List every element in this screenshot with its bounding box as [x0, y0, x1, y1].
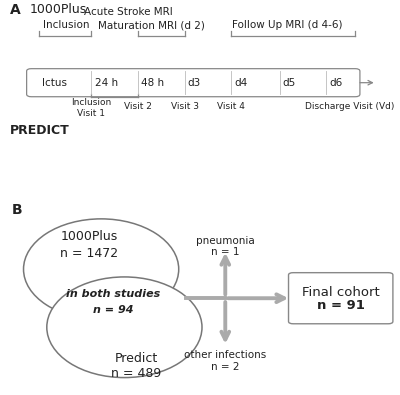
Text: d5: d5	[283, 78, 296, 88]
Text: in both studies: in both studies	[66, 290, 160, 299]
Text: 24 h: 24 h	[94, 78, 118, 88]
Text: Maturation MRI (d 2): Maturation MRI (d 2)	[98, 21, 205, 30]
Text: Visit 3: Visit 3	[170, 102, 198, 111]
Text: n = 94: n = 94	[92, 305, 133, 315]
Text: Visit 4: Visit 4	[217, 102, 245, 111]
Text: Acute Stroke MRI: Acute Stroke MRI	[84, 7, 173, 17]
Text: n = 2: n = 2	[211, 362, 240, 372]
Ellipse shape	[47, 277, 202, 378]
Text: n = 489: n = 489	[111, 367, 161, 380]
Text: A: A	[10, 3, 21, 17]
Text: d3: d3	[188, 78, 201, 88]
Text: Follow Up MRI (d 4-6): Follow Up MRI (d 4-6)	[232, 21, 343, 30]
Text: Discharge Visit (Vd): Discharge Visit (Vd)	[305, 102, 394, 111]
FancyBboxPatch shape	[288, 273, 393, 324]
Text: PREDICT: PREDICT	[10, 124, 70, 137]
Text: Visit 2: Visit 2	[124, 102, 152, 111]
Text: pneumonia: pneumonia	[196, 236, 255, 246]
Text: other infections: other infections	[184, 350, 266, 361]
Text: Final cohort: Final cohort	[302, 286, 380, 299]
Text: 1000Plus: 1000Plus	[61, 230, 118, 243]
Text: d6: d6	[329, 78, 342, 88]
Text: 1000Plus: 1000Plus	[29, 3, 86, 16]
Text: 48 h: 48 h	[141, 78, 164, 88]
Text: Predict: Predict	[114, 352, 158, 365]
Text: n = 1: n = 1	[211, 247, 240, 257]
Text: Inclusion
Visit 1: Inclusion Visit 1	[71, 98, 112, 118]
FancyBboxPatch shape	[27, 69, 360, 97]
Text: d4: d4	[234, 78, 248, 88]
Text: Inclusion: Inclusion	[43, 21, 90, 30]
Text: B: B	[12, 203, 22, 217]
Text: Ictus: Ictus	[42, 78, 67, 88]
Text: n = 91: n = 91	[317, 299, 365, 312]
Text: n = 1472: n = 1472	[60, 247, 118, 260]
Ellipse shape	[24, 219, 179, 320]
